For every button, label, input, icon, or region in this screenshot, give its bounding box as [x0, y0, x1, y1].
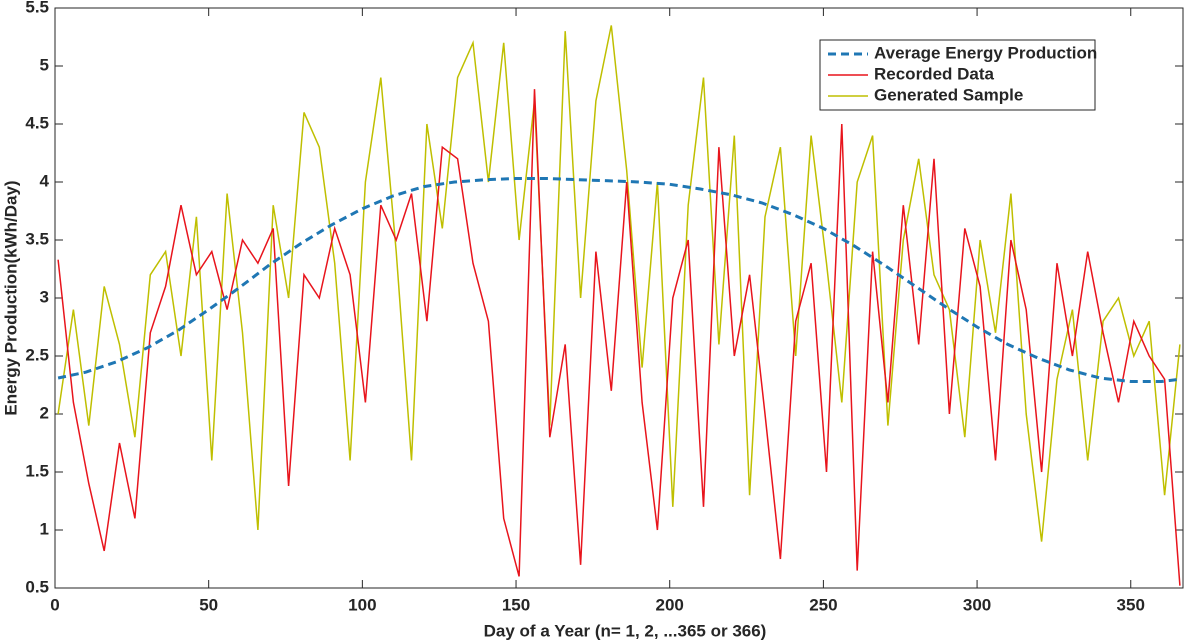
- x-tick-label: 350: [1117, 595, 1145, 614]
- y-tick-label: 1.5: [25, 461, 49, 480]
- x-tick-label: 150: [502, 595, 530, 614]
- plot-frame: [54, 7, 1184, 589]
- y-tick-label: 2.5: [25, 345, 49, 364]
- y-tick-label: 4: [40, 171, 50, 190]
- y-tick-label: 5: [40, 55, 49, 74]
- y-tick-label: 4.5: [25, 113, 49, 132]
- y-tick-label: 5.5: [25, 0, 49, 16]
- x-tick-label: 200: [656, 595, 684, 614]
- x-tick-label: 250: [809, 595, 837, 614]
- legend-label: Generated Sample: [874, 85, 1023, 104]
- x-tick-label: 50: [199, 595, 218, 614]
- series-line: [57, 177, 1181, 383]
- x-axis-label: Day of a Year (n= 1, 2, ...365 or 366): [484, 621, 767, 640]
- series-line: [57, 89, 1181, 586]
- x-tick-label: 300: [963, 595, 991, 614]
- y-axis-label: Energy Production(kWh/Day): [1, 180, 20, 415]
- legend-box: [819, 39, 1096, 111]
- y-tick-label: 3.5: [25, 229, 49, 248]
- legend-label: Average Energy Production: [874, 43, 1097, 62]
- legend-label: Recorded Data: [874, 64, 995, 83]
- x-tick-label: 0: [50, 595, 59, 614]
- x-tick-label: 100: [348, 595, 376, 614]
- y-tick-label: 0.5: [25, 577, 49, 596]
- y-tick-label: 3: [40, 287, 49, 306]
- y-tick-label: 1: [40, 519, 49, 538]
- series-line: [57, 25, 1181, 542]
- y-tick-label: 2: [40, 403, 49, 422]
